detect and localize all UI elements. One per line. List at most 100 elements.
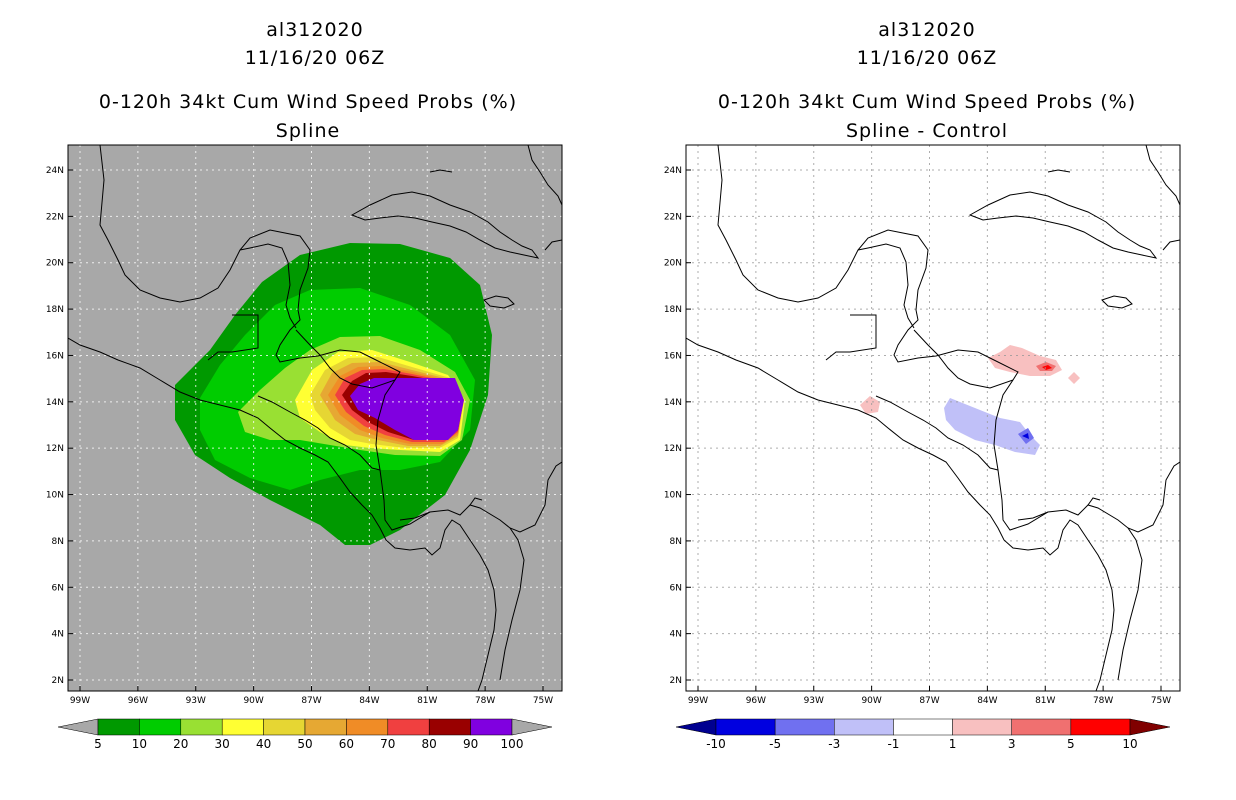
right-lon-label: 81W <box>1035 696 1055 706</box>
left-lat-label: 12N <box>46 444 64 454</box>
diff-positive-large <box>1042 365 1052 370</box>
right-lat-label: 6N <box>670 583 682 593</box>
right-lat-label: 18N <box>664 305 682 315</box>
right-colorbar-under <box>675 718 717 736</box>
left-colorbar-label: 90 <box>463 737 478 751</box>
left-colorbar-label: 10 <box>132 737 147 751</box>
right-title-product: 0-120h 34kt Cum Wind Speed Probs (%) <box>718 91 1136 113</box>
right-lon-label: 90W <box>861 696 881 706</box>
left-lat-axis: 24N 22N 20N 18N 16N 14N 12N 10N 8N 6N 4N 2N <box>46 166 73 686</box>
prob-contour-90 <box>350 378 464 440</box>
right-lat-label: 2N <box>670 676 682 686</box>
left-colorbar-label: 70 <box>380 737 395 751</box>
right-colorbar-swatch <box>1011 718 1072 736</box>
left-colorbar-swatch <box>387 718 430 736</box>
right-lat-label: 8N <box>670 537 682 547</box>
right-colorbar: -10 -5 -3 -1 1 3 5 10 <box>675 718 1171 751</box>
left-lat-label: 6N <box>52 583 64 593</box>
left-colorbar-label: 60 <box>339 737 354 751</box>
left-colorbar-label: 100 <box>501 737 524 751</box>
right-lat-label: 10N <box>664 491 682 501</box>
diff-positive-pacific <box>860 396 880 414</box>
right-lat-label: 12N <box>664 444 682 454</box>
right-colorbar-swatch <box>952 718 1012 736</box>
left-colorbar-swatch <box>180 718 223 736</box>
right-lon-label: 78W <box>1093 696 1113 706</box>
left-map-frame <box>67 144 563 692</box>
right-lat-label: 22N <box>664 212 682 222</box>
left-colorbar-swatch <box>346 718 389 736</box>
left-lon-label: 93W <box>186 696 206 706</box>
left-lon-label: 78W <box>475 696 495 706</box>
left-lat-label: 20N <box>46 259 64 269</box>
right-colorbar-swatch <box>715 718 776 736</box>
left-lat-label: 4N <box>52 630 64 640</box>
right-lat-label: 14N <box>664 398 682 408</box>
left-colorbar-label: 80 <box>422 737 437 751</box>
right-colorbar-label: 5 <box>1067 737 1075 751</box>
left-colorbar-label: 20 <box>173 737 188 751</box>
right-title-storm: al312020 <box>878 19 975 41</box>
right-colorbar-swatch <box>834 718 894 736</box>
diff-positive-spot <box>1068 372 1080 384</box>
right-colorbar-label: -3 <box>828 737 840 751</box>
left-lat-label: 24N <box>46 166 64 176</box>
left-colorbar-swatch <box>139 718 182 736</box>
right-map-area <box>686 145 1180 691</box>
left-lon-label: 90W <box>243 696 263 706</box>
right-colorbar-label: 1 <box>949 737 957 751</box>
diff-negative-small <box>944 398 1040 455</box>
right-panel: al312020 11/16/20 06Z 0-120h 34kt Cum Wi… <box>664 19 1181 751</box>
right-lon-axis: 99W 96W 93W 90W 87W 84W 81W 78W 75W <box>688 686 1171 706</box>
right-lat-label: 16N <box>664 351 682 361</box>
left-title-product: 0-120h 34kt Cum Wind Speed Probs (%) <box>99 91 517 113</box>
right-colorbar-label: 10 <box>1122 737 1137 751</box>
left-colorbar-under <box>57 718 99 736</box>
left-colorbar-label: 40 <box>256 737 271 751</box>
left-lon-axis: 99W 96W 93W 90W 87W 84W 81W 78W 75W <box>70 686 553 706</box>
right-colorbar-swatch <box>893 718 953 736</box>
left-title-storm: al312020 <box>266 19 363 41</box>
left-lat-label: 10N <box>46 491 64 501</box>
right-lat-axis: 24N 22N 20N 18N 16N 14N 12N 10N 8N 6N 4N 2N <box>664 166 691 686</box>
left-lon-label: 99W <box>70 696 90 706</box>
right-lon-label: 99W <box>688 696 708 706</box>
left-lat-label: 8N <box>52 537 64 547</box>
right-lon-label: 75W <box>1151 696 1171 706</box>
left-colorbar-swatch <box>97 718 140 736</box>
left-gridlines <box>68 145 562 691</box>
left-colorbar-swatch <box>428 718 471 736</box>
left-title-method: Spline <box>276 120 340 142</box>
left-lat-label: 18N <box>46 305 64 315</box>
left-lat-label: 16N <box>46 351 64 361</box>
right-lat-label: 24N <box>664 166 682 176</box>
left-title-date: 11/16/20 06Z <box>245 47 386 69</box>
right-title-method: Spline - Control <box>846 120 1008 142</box>
left-panel: al312020 11/16/20 06Z 0-120h 34kt Cum Wi… <box>46 19 563 751</box>
left-lon-label: 75W <box>533 696 553 706</box>
left-colorbar-label: 50 <box>297 737 312 751</box>
right-lon-label: 87W <box>919 696 939 706</box>
right-title-date: 11/16/20 06Z <box>857 47 998 69</box>
right-colorbar-label: -5 <box>769 737 781 751</box>
left-colorbar-swatch <box>304 718 347 736</box>
left-lat-label: 14N <box>46 398 64 408</box>
left-colorbar: 5 10 20 30 40 50 60 70 80 90 100 <box>57 718 553 751</box>
left-lon-label: 81W <box>417 696 437 706</box>
right-colorbar-label: -1 <box>887 737 899 751</box>
left-colorbar-swatch <box>221 718 264 736</box>
left-colorbar-label: 5 <box>94 737 102 751</box>
left-colorbar-swatch <box>263 718 306 736</box>
right-lon-label: 93W <box>804 696 824 706</box>
right-colorbar-over <box>1129 718 1171 736</box>
right-map-frame <box>685 144 1181 692</box>
right-lon-label: 84W <box>977 696 997 706</box>
left-map-area <box>68 145 562 691</box>
right-lat-label: 20N <box>664 259 682 269</box>
right-lon-label: 96W <box>746 696 766 706</box>
right-map-background <box>686 145 1180 691</box>
right-colorbar-swatch <box>774 718 835 736</box>
left-colorbar-over <box>511 718 553 736</box>
left-lon-label: 87W <box>301 696 321 706</box>
